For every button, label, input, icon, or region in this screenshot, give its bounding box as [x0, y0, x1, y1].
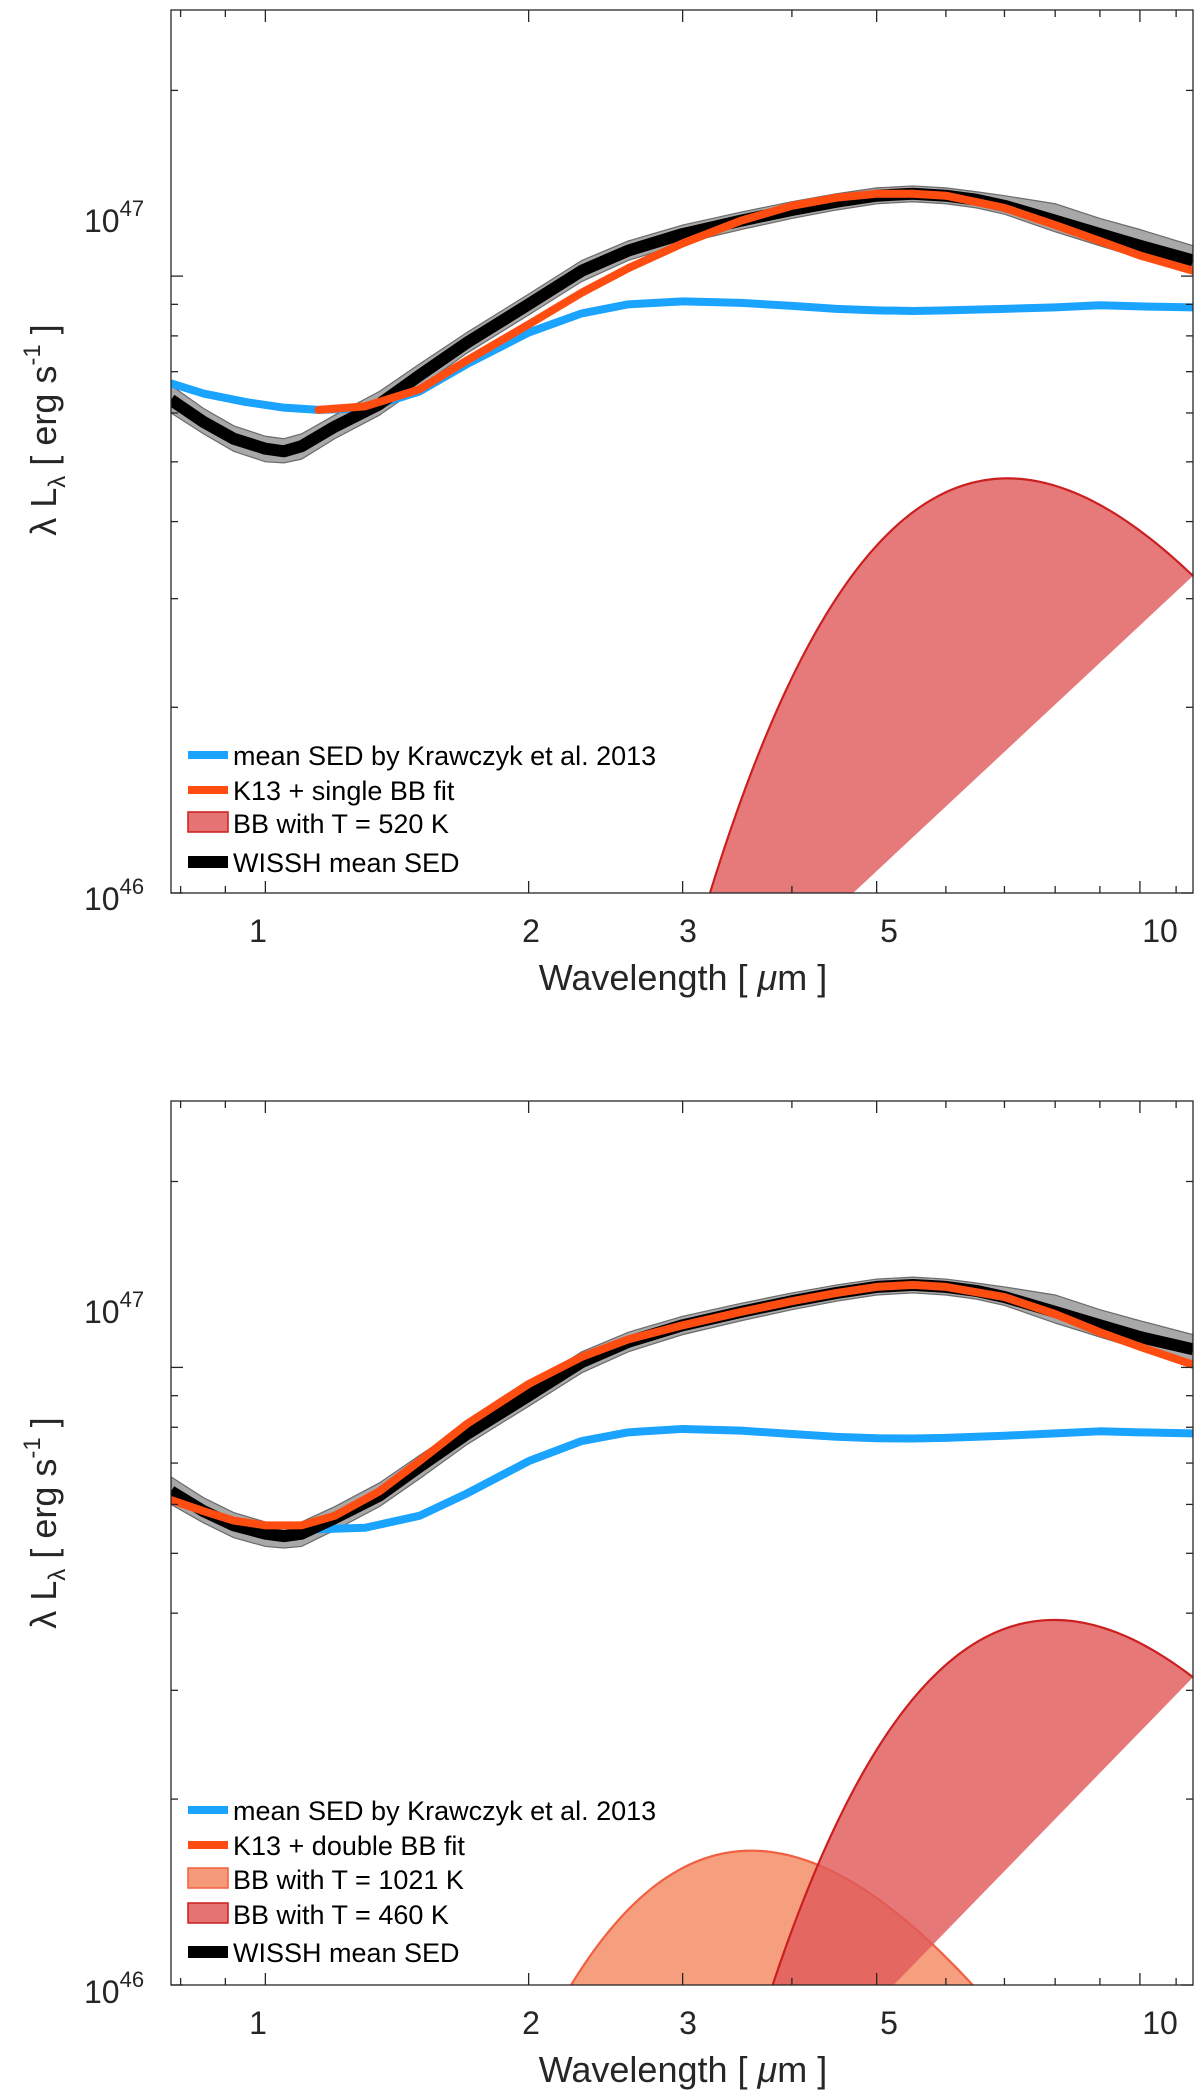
- bb-460k-area-bottom: [771, 1618, 1193, 1985]
- legend-top: mean SED by Krawczyk et al. 2013 K13 + s…: [187, 741, 656, 878]
- legend-label-bb520-top: BB with T = 520 K: [233, 809, 449, 839]
- wissh-uncertainty-band-bottom: [171, 1276, 1193, 1549]
- legend-label-bb460-bottom: BB with T = 460 K: [233, 1900, 449, 1930]
- bb-fit-line-top: [314, 189, 1193, 414]
- legend-label-k13-bottom: mean SED by Krawczyk et al. 2013: [233, 1796, 656, 1826]
- xtick-label-top-2: 2: [522, 913, 540, 949]
- ylabel-top: λ Lλ [ erg s-1 ]: [19, 324, 71, 535]
- ticks-bottom: [171, 1101, 1193, 1986]
- ytick-label-bottom-1e46: 1046: [84, 1967, 144, 2010]
- xtick-label-bottom-10: 10: [1142, 2005, 1178, 2041]
- xlabel-bottom: Wavelength [ μm ]: [539, 2049, 828, 2090]
- k13-mean-sed-line-top: [171, 297, 1193, 414]
- xtick-label-top-10: 10: [1142, 913, 1178, 949]
- ytick-label-top-1e46: 1046: [84, 874, 144, 917]
- legend-label-wissh-bottom: WISSH mean SED: [233, 1938, 460, 1968]
- legend-swatch-bb460-bottom: [187, 1902, 229, 1924]
- legend-swatch-bb520-top: [187, 811, 229, 833]
- panel-bottom: 1047 1046 1 2 3 5 10 Wavelength [ μm ] λ…: [19, 1100, 1194, 2090]
- xtick-label-top-3: 3: [679, 913, 697, 949]
- k13-mean-sed-line-bottom: [279, 1424, 1193, 1534]
- legend-label-wissh-top: WISSH mean SED: [233, 848, 460, 878]
- ylabel-bottom: λ Lλ [ erg s-1 ]: [19, 1417, 71, 1628]
- wissh-uncertainty-band-top: [171, 185, 1193, 464]
- legend-label-fit-top: K13 + single BB fit: [233, 776, 455, 806]
- legend-label-fit-bottom: K13 + double BB fit: [233, 1831, 465, 1861]
- legend-label-bb1021-bottom: BB with T = 1021 K: [233, 1865, 464, 1895]
- legend-label-k13-top: mean SED by Krawczyk et al. 2013: [233, 741, 656, 771]
- ticks-top: [171, 10, 1193, 894]
- xtick-label-top-1: 1: [249, 913, 267, 949]
- xtick-label-bottom-5: 5: [880, 2005, 898, 2041]
- xtick-label-bottom-1: 1: [249, 2005, 267, 2041]
- ytick-label-top-1e47: 1047: [84, 196, 144, 239]
- ytick-label-bottom-1e47: 1047: [84, 1287, 144, 1330]
- xlabel-top: Wavelength [ μm ]: [539, 957, 828, 998]
- legend-bottom: mean SED by Krawczyk et al. 2013 K13 + d…: [187, 1796, 656, 1968]
- panel-top: 1047 1046 1 2 3 5 10 Wavelength [ μm ] λ…: [19, 9, 1194, 998]
- xtick-label-top-5: 5: [880, 913, 898, 949]
- xtick-label-bottom-3: 3: [679, 2005, 697, 2041]
- xtick-label-bottom-2: 2: [522, 2005, 540, 2041]
- bb-520k-area-top: [708, 477, 1193, 893]
- legend-swatch-bb1021-bottom: [187, 1867, 229, 1889]
- bb-fit-line-bottom: [171, 1280, 1193, 1530]
- plot-area-top: [171, 185, 1193, 893]
- plot-area-bottom: [171, 1276, 1193, 1985]
